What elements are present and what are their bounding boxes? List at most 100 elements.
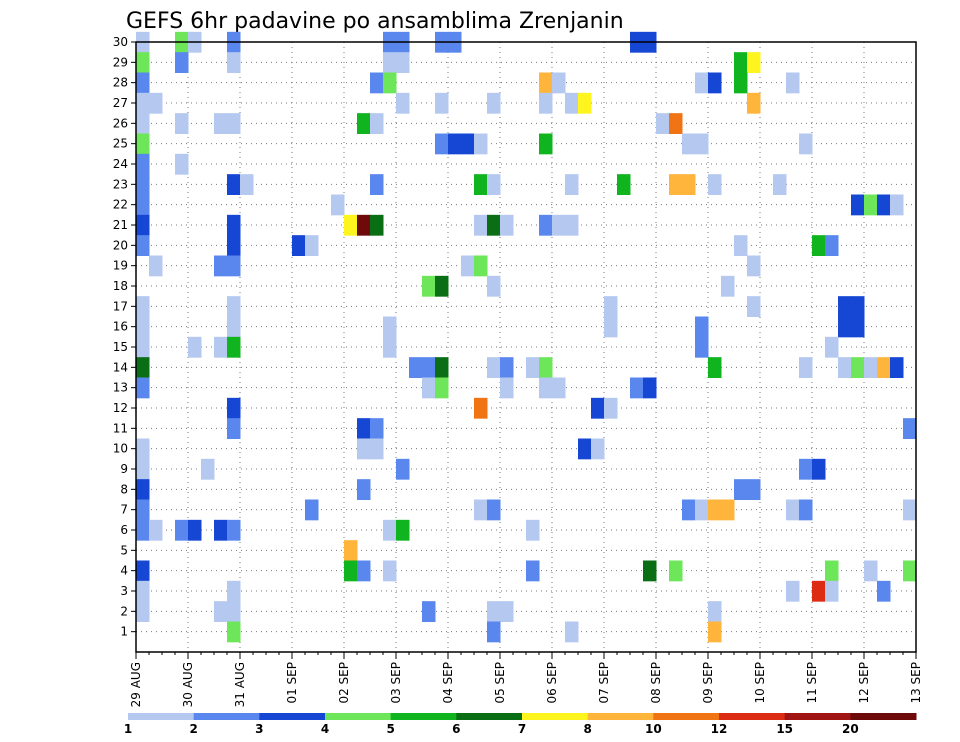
x-tick-label: 29 AUG (129, 662, 143, 707)
heatmap-cell (227, 255, 241, 277)
y-tick-label: 19 (113, 259, 128, 273)
y-tick-label: 22 (113, 198, 128, 212)
y-tick-label: 14 (113, 360, 128, 374)
colorbar-segment (587, 713, 654, 720)
heatmap-cell (240, 174, 254, 195)
heatmap-cell (474, 174, 488, 195)
heatmap-cell (422, 601, 436, 622)
heatmap-cell (656, 113, 670, 134)
heatmap-cell (721, 275, 735, 297)
heatmap-cell (526, 560, 540, 582)
heatmap-cell (357, 438, 371, 460)
y-tick-label: 5 (120, 543, 128, 557)
y-tick-label: 17 (113, 299, 128, 313)
heatmap-cell (630, 377, 644, 399)
heatmap-cell (773, 174, 787, 195)
y-tick-label: 4 (120, 564, 128, 578)
x-tick-label: 30 AUG (181, 662, 195, 707)
y-tick-label: 24 (113, 157, 128, 171)
colorbar-segment (390, 713, 457, 720)
heatmap-cell (227, 296, 241, 317)
heatmap-cell (708, 601, 722, 622)
heatmap-cell (903, 560, 917, 582)
heatmap-cell (747, 255, 761, 277)
heatmap-cell (383, 560, 397, 582)
heatmap-cell (695, 72, 709, 94)
heatmap-cell (136, 519, 150, 541)
heatmap-cell (136, 296, 150, 317)
heatmap-cell (136, 316, 150, 338)
colorbar-label: 8 (583, 722, 591, 736)
heatmap-cell (175, 153, 189, 175)
heatmap-cell (487, 499, 501, 521)
colorbar-label: 10 (645, 722, 662, 736)
x-tick-label: 01 SEP (285, 662, 299, 704)
heatmap-cell (799, 499, 813, 521)
x-tick-label: 31 AUG (233, 662, 247, 707)
heatmap-cell (669, 174, 683, 195)
colorbar-label: 20 (842, 722, 859, 736)
heatmap-cell (201, 458, 215, 480)
heatmap-cell (487, 92, 501, 114)
heatmap-cell (227, 235, 241, 256)
colorbar-label: 6 (452, 722, 460, 736)
heatmap-cell (734, 479, 748, 500)
heatmap-cell (682, 133, 696, 155)
heatmap-cell (851, 194, 865, 216)
y-tick-label: 28 (113, 76, 128, 90)
heatmap-cell (409, 357, 423, 378)
colorbar-label: 15 (776, 722, 793, 736)
colorbar: 1 2 3 4 5 6 7 8 10 12 15 20 (124, 713, 917, 736)
heatmap-cell (136, 72, 150, 94)
heatmap-cell (890, 357, 904, 378)
heatmap-cell (370, 214, 384, 236)
heatmap-cell (136, 113, 150, 134)
heatmap-cell (695, 499, 709, 521)
heatmap-cell (812, 235, 826, 256)
heatmap-cell (383, 52, 397, 73)
x-tick-label: 04 SEP (441, 662, 455, 704)
heatmap-cell (370, 72, 384, 94)
heatmap-cell (864, 560, 878, 582)
y-tick-label: 8 (120, 482, 128, 496)
y-tick-label: 12 (113, 401, 128, 415)
heatmap-cell (149, 519, 163, 541)
y-tick-label: 18 (113, 279, 128, 293)
heatmap-cell (136, 153, 150, 175)
heatmap-cell (188, 519, 202, 541)
heatmap-cell (370, 418, 384, 439)
heatmap-cell (734, 52, 748, 73)
heatmap-cell (227, 418, 241, 439)
heatmap-cell (799, 458, 813, 480)
heatmap-cell (357, 560, 371, 582)
colorbar-label: 12 (711, 722, 728, 736)
y-tick-label: 9 (120, 462, 128, 476)
heatmap-cell (370, 174, 384, 195)
y-tick-label: 13 (113, 381, 128, 395)
heatmap-cell (227, 519, 241, 541)
heatmap-cell (383, 519, 397, 541)
heatmap-cell (227, 52, 241, 73)
y-tick-label: 29 (113, 55, 128, 69)
x-tick-label: 11 SEP (805, 662, 819, 704)
heatmap-cell (344, 214, 358, 236)
heatmap-cell (474, 499, 488, 521)
heatmap-cell (136, 458, 150, 480)
y-tick-label: 26 (113, 116, 128, 130)
heatmap-cell (708, 357, 722, 378)
y-tick-label: 30 (113, 35, 128, 49)
heatmap-cell (526, 357, 540, 378)
x-tick-label: 06 SEP (545, 662, 559, 704)
axes: 1234567891011121314151617181920212223242… (113, 35, 923, 707)
heatmap-cell (396, 92, 410, 114)
colorbar-label: 4 (321, 722, 329, 736)
y-tick-label: 7 (120, 503, 128, 517)
heatmap-cell (136, 377, 150, 399)
heatmap-cell (682, 499, 696, 521)
x-tick-label: 03 SEP (389, 662, 403, 704)
heatmap-cell (565, 174, 579, 195)
heatmap-cell (227, 214, 241, 236)
heatmap-cell (539, 214, 553, 236)
heatmap-cell (383, 336, 397, 358)
